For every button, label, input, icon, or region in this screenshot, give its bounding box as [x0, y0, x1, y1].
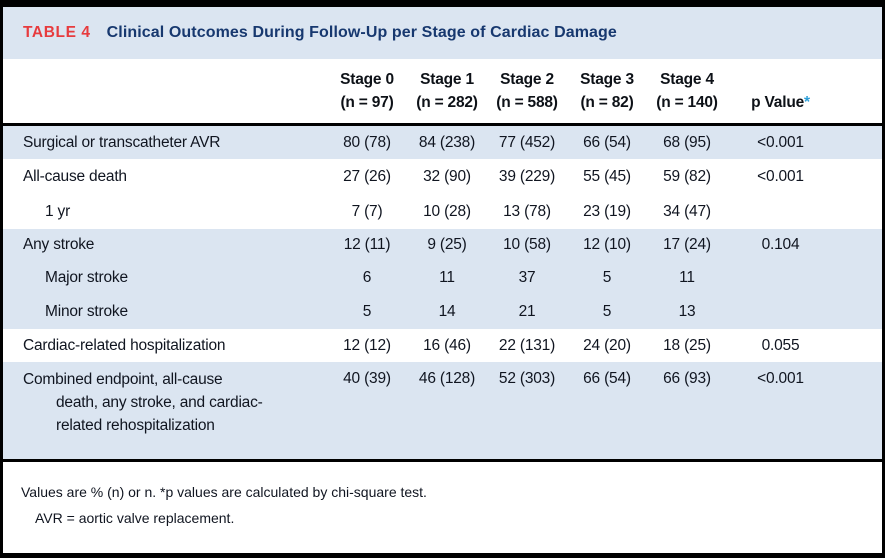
value-stage-4: 11 [679, 268, 695, 286]
column-header-stage-4: Stage 4 (n = 140) [647, 59, 727, 123]
column-header-stage-3: Stage 3 (n = 82) [567, 59, 647, 123]
value-stage-2: 37 [518, 268, 536, 286]
value-stage-0: 80 (78) [343, 133, 391, 151]
stage-label: Stage 0 [340, 71, 394, 88]
value-stage-0: 12 (12) [343, 336, 391, 354]
row-label: Minor stroke [45, 302, 128, 320]
row-label: Surgical or transcatheter AVR [23, 133, 221, 151]
footnote-values: Values are % (n) or n. *p values are cal… [21, 484, 427, 500]
value-stage-3: 23 (19) [583, 202, 631, 220]
value-stage-0: 12 (11) [343, 236, 391, 253]
table-row-surgical-avr: Surgical or transcatheter AVR 80 (78) 84… [3, 126, 882, 159]
value-stage-0: 5 [362, 302, 372, 320]
value-stage-4: 17 (24) [663, 236, 711, 253]
row-label: Any stroke [23, 236, 95, 253]
column-header-p-value: p Value* [727, 59, 882, 123]
value-stage-1: 11 [439, 268, 455, 286]
value-stage-0: 40 (39) [343, 370, 391, 387]
row-label: Combined endpoint, all-cause death, any … [3, 362, 327, 437]
value-stage-1: 9 (25) [427, 236, 467, 253]
value-stage-4: 18 (25) [663, 336, 711, 354]
p-value: 0.055 [761, 336, 800, 354]
value-stage-2: 77 (452) [498, 133, 556, 151]
value-stage-4: 13 [678, 302, 696, 320]
stage-n: (n = 588) [496, 94, 558, 111]
value-stage-0: 6 [362, 268, 372, 286]
value-stage-0: 27 (26) [343, 167, 391, 185]
stage-n: (n = 140) [656, 94, 718, 111]
table-title-bar: TABLE 4 Clinical Outcomes During Follow-… [3, 7, 882, 59]
value-stage-4: 68 (95) [663, 133, 711, 151]
value-stage-1: 14 [438, 302, 456, 320]
column-header-stage-2: Stage 2 (n = 588) [487, 59, 567, 123]
table-row-combined-endpoint: Combined endpoint, all-cause death, any … [3, 362, 882, 459]
stage-label: Stage 1 [420, 71, 474, 88]
stage-label: Stage 2 [500, 71, 554, 88]
value-stage-1: 10 (28) [423, 202, 471, 220]
p-value: <0.001 [757, 370, 804, 387]
table-title: Clinical Outcomes During Follow-Up per S… [106, 24, 617, 41]
value-stage-1: 84 (238) [418, 133, 476, 151]
label-line-2: death, any stroke, and cardiac- [56, 394, 263, 411]
stage-label: Stage 4 [660, 71, 714, 88]
table-row-cardiac-hospitalization: Cardiac-related hospitalization 12 (12) … [3, 329, 882, 362]
table-row-all-cause-death: All-cause death 27 (26) 32 (90) 39 (229)… [3, 159, 882, 194]
value-stage-2: 52 (303) [498, 370, 556, 387]
value-stage-1: 32 (90) [423, 167, 471, 185]
label-line-3: related rehospitalization [56, 417, 215, 434]
value-stage-2: 13 (78) [503, 202, 551, 220]
value-stage-2: 10 (58) [503, 236, 551, 253]
value-stage-3: 5 [602, 302, 612, 320]
p-value-asterisk: * [804, 94, 810, 111]
stage-n: (n = 97) [340, 94, 394, 111]
row-label: 1 yr [45, 202, 71, 220]
value-stage-4: 59 (82) [663, 167, 711, 185]
table-row-any-stroke: Any stroke 12 (11) 9 (25) 10 (58) 12 (10… [3, 229, 882, 261]
value-stage-3: 66 (54) [583, 370, 631, 387]
table-row-1-yr: 1 yr 7 (7) 10 (28) 13 (78) 23 (19) 34 (4… [3, 194, 882, 229]
value-stage-2: 22 (131) [498, 336, 556, 354]
row-label: Cardiac-related hospitalization [23, 336, 226, 354]
stage-n: (n = 82) [580, 94, 634, 111]
p-value: <0.001 [757, 133, 804, 151]
value-stage-3: 24 (20) [583, 336, 631, 354]
value-stage-4: 66 (93) [663, 370, 711, 387]
table-row-minor-stroke: Minor stroke 5 14 21 5 13 [3, 294, 882, 329]
value-stage-2: 39 (229) [498, 167, 556, 185]
stage-label: Stage 3 [580, 71, 634, 88]
p-value: <0.001 [757, 167, 804, 185]
column-header-stage-1: Stage 1 (n = 282) [407, 59, 487, 123]
stage-n: (n = 282) [416, 94, 478, 111]
row-label: All-cause death [23, 167, 127, 185]
header-spacer [3, 59, 327, 123]
label-line-1: Combined endpoint, all-cause [23, 371, 223, 388]
row-label: Major stroke [45, 268, 128, 286]
value-stage-2: 21 [518, 302, 536, 320]
p-value-label: p Value* [751, 94, 810, 111]
table-footnotes: Values are % (n) or n. *p values are cal… [3, 459, 882, 553]
value-stage-3: 66 (54) [583, 133, 631, 151]
table-number-label: TABLE 4 [23, 24, 91, 41]
value-stage-1: 46 (128) [418, 370, 476, 387]
value-stage-3: 55 (45) [583, 167, 631, 185]
value-stage-3: 12 (10) [583, 236, 631, 253]
value-stage-4: 34 (47) [663, 202, 711, 220]
table-row-major-stroke: Major stroke 6 11 37 5 11 [3, 261, 882, 294]
column-header-row: Stage 0 (n = 97) Stage 1 (n = 282) Stage… [3, 59, 882, 126]
value-stage-3: 5 [602, 268, 612, 286]
footnote-abbreviation: AVR = aortic valve replacement. [35, 510, 235, 526]
p-value: 0.104 [761, 236, 800, 253]
value-stage-1: 16 (46) [423, 336, 471, 354]
value-stage-0: 7 (7) [351, 202, 383, 220]
column-header-stage-0: Stage 0 (n = 97) [327, 59, 407, 123]
